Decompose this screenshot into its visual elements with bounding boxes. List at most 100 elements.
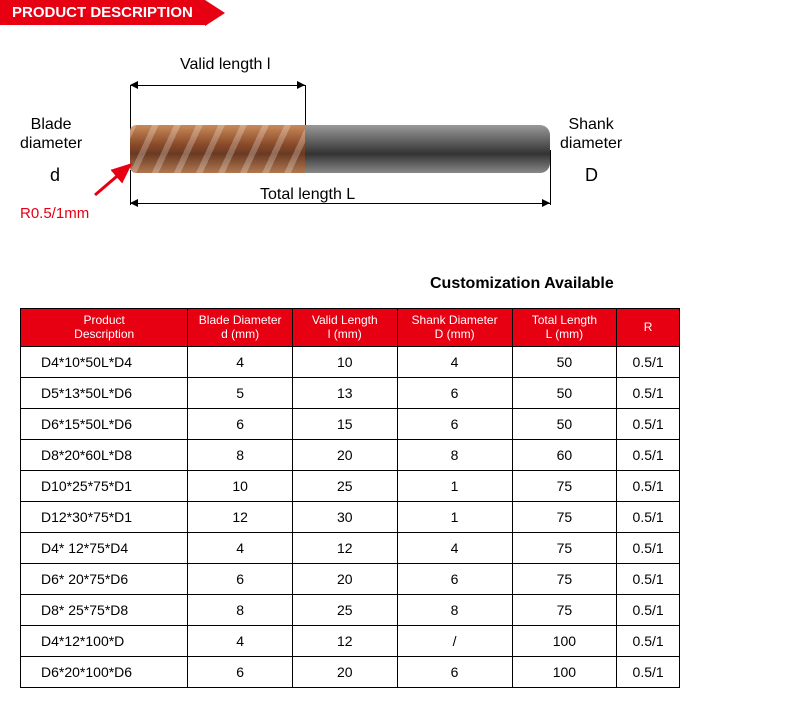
table-cell: 0.5/1 [617,532,680,563]
table-cell: 75 [512,470,617,501]
table-cell: 4 [397,346,512,377]
table-cell: D6*15*50L*D6 [21,408,188,439]
table-cell: 6 [397,408,512,439]
table-cell: 4 [188,625,293,656]
table-cell: 0.5/1 [617,594,680,625]
table-cell: 12 [292,625,397,656]
table-cell: D5*13*50L*D6 [21,377,188,408]
table-row: D4* 12*75*D44124750.5/1 [21,532,680,563]
table-cell: 6 [188,408,293,439]
table-row: D5*13*50L*D65136500.5/1 [21,377,680,408]
table-cell: 50 [512,408,617,439]
table-row: D8* 25*75*D88258750.5/1 [21,594,680,625]
table-cell: D4*10*50L*D4 [21,346,188,377]
table-header: Valid Length l (mm) [292,309,397,347]
table-cell: 0.5/1 [617,346,680,377]
table-cell: 75 [512,563,617,594]
table-cell: 0.5/1 [617,408,680,439]
table-cell: 5 [188,377,293,408]
flute-graphic [130,125,305,173]
endmill-graphic [130,125,550,173]
table-header: Product Description [21,309,188,347]
table-cell: 4 [188,532,293,563]
shank-graphic [300,125,550,173]
table-cell: 6 [188,563,293,594]
table-cell: 0.5/1 [617,501,680,532]
spec-table: Product DescriptionBlade Diameter d (mm)… [20,308,680,688]
table-cell: 10 [188,470,293,501]
table-header: Blade Diameter d (mm) [188,309,293,347]
table-cell: D4* 12*75*D4 [21,532,188,563]
table-row: D8*20*60L*D88208600.5/1 [21,439,680,470]
table-cell: 75 [512,532,617,563]
table-cell: 0.5/1 [617,470,680,501]
table-cell: 8 [397,439,512,470]
blade-d-symbol: d [50,165,60,187]
table-cell: 25 [292,594,397,625]
table-cell: 15 [292,408,397,439]
table-row: D4*10*50L*D44104500.5/1 [21,346,680,377]
table-header: Shank Diameter D (mm) [397,309,512,347]
table-cell: / [397,625,512,656]
table-header: R [617,309,680,347]
table-row: D4*12*100*D412/1000.5/1 [21,625,680,656]
table-cell: 10 [292,346,397,377]
table-cell: D6* 20*75*D6 [21,563,188,594]
radius-arrow-icon [90,160,140,200]
table-cell: 4 [188,346,293,377]
table-cell: D8*20*60L*D8 [21,439,188,470]
table-cell: 20 [292,563,397,594]
table-cell: D10*25*75*D1 [21,470,188,501]
table-cell: 8 [188,439,293,470]
table-cell: 0.5/1 [617,563,680,594]
table-cell: 6 [397,563,512,594]
table-cell: 8 [397,594,512,625]
shank-d-symbol: D [585,165,598,187]
table-cell: 0.5/1 [617,439,680,470]
table-cell: D8* 25*75*D8 [21,594,188,625]
table-cell: 50 [512,346,617,377]
radius-note: R0.5/1mm [20,205,89,223]
table-row: D10*25*75*D110251750.5/1 [21,470,680,501]
table-cell: 75 [512,501,617,532]
table-cell: 1 [397,501,512,532]
table-cell: 20 [292,439,397,470]
table-cell: 0.5/1 [617,377,680,408]
table-cell: 25 [292,470,397,501]
table-cell: 0.5/1 [617,656,680,687]
table-cell: 1 [397,470,512,501]
table-row: D12*30*75*D112301750.5/1 [21,501,680,532]
table-cell: 60 [512,439,617,470]
table-cell: 20 [292,656,397,687]
table-cell: 6 [397,377,512,408]
table-cell: 0.5/1 [617,625,680,656]
table-cell: 12 [188,501,293,532]
shank-diameter-label: Shank diameter [560,115,622,153]
endmill-diagram: Valid length l Blade diameter d Shank di… [20,55,640,255]
customization-note: Customization Available [430,275,806,293]
total-length-label: Total length L [260,185,355,204]
table-cell: D4*12*100*D [21,625,188,656]
table-cell: 30 [292,501,397,532]
table-row: D6*15*50L*D66156500.5/1 [21,408,680,439]
table-cell: 100 [512,625,617,656]
table-cell: D6*20*100*D6 [21,656,188,687]
table-header: Total Length L (mm) [512,309,617,347]
valid-length-label: Valid length l [180,55,270,74]
table-row: D6*20*100*D662061000.5/1 [21,656,680,687]
table-cell: 12 [292,532,397,563]
table-cell: 100 [512,656,617,687]
table-row: D6* 20*75*D66206750.5/1 [21,563,680,594]
table-cell: 6 [188,656,293,687]
table-cell: 4 [397,532,512,563]
valid-length-dimline [130,85,305,86]
table-cell: 75 [512,594,617,625]
table-cell: 8 [188,594,293,625]
table-cell: D12*30*75*D1 [21,501,188,532]
ext-line [550,150,551,205]
table-cell: 13 [292,377,397,408]
section-title: PRODUCT DESCRIPTION [0,0,205,25]
table-cell: 50 [512,377,617,408]
blade-diameter-label: Blade diameter [20,115,82,153]
table-cell: 6 [397,656,512,687]
